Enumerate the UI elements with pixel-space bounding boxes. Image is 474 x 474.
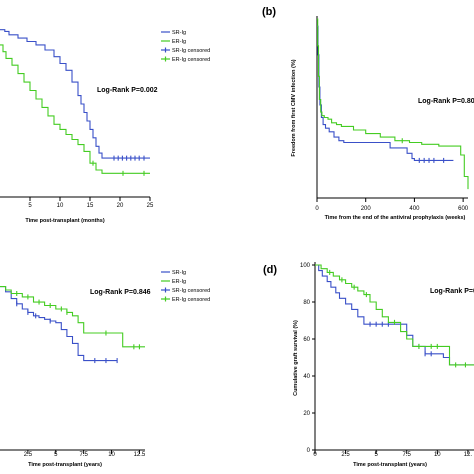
y-tick-label: 40 bbox=[303, 374, 310, 380]
x-tick-label: 5 bbox=[28, 203, 32, 209]
legend-label: ER-Ig censored bbox=[172, 57, 210, 63]
legend: SR-Ig ER-Ig SR-Ig censored ER-Ig censored bbox=[161, 270, 210, 303]
y-tick-label: 100 bbox=[300, 263, 311, 269]
x-tick-label: 10 bbox=[108, 452, 115, 458]
y-axis-label: Cumulative graft survival (%) bbox=[293, 320, 299, 396]
x-tick-label: 7.5 bbox=[79, 452, 88, 458]
legend-label: SR-Ig bbox=[172, 270, 186, 276]
y-tick-label: 20 bbox=[303, 411, 310, 417]
legend: SR-Ig ER-Ig SR-Ig censored ER-Ig censored bbox=[161, 30, 210, 63]
x-tick-label: 25 bbox=[147, 203, 154, 209]
legend-label: SR-Ig censored bbox=[172, 288, 210, 294]
series-line-sr bbox=[317, 25, 454, 161]
x-tick-label: 20 bbox=[117, 203, 124, 209]
x-tick-label: 0 bbox=[313, 452, 317, 458]
x-tick-label: 2.5 bbox=[341, 452, 350, 458]
y-tick-label: 60 bbox=[303, 337, 310, 343]
x-tick-label: 5 bbox=[54, 452, 58, 458]
x-tick-label: 10 bbox=[434, 452, 441, 458]
x-tick-label: 200 bbox=[361, 206, 372, 212]
panel-label: (b) bbox=[262, 6, 276, 18]
x-axis-label: Time post-transplant (years) bbox=[28, 462, 102, 468]
x-tick-label: 600 bbox=[458, 206, 469, 212]
y-axis-label: Freedom from first CMV infection (%) bbox=[291, 59, 297, 156]
log-rank-annotation: Log-Rank P=0.846 bbox=[90, 289, 151, 296]
x-axis-label: Time from the end of the antiviral proph… bbox=[325, 215, 466, 221]
series-line-er bbox=[0, 44, 150, 174]
chart-panel-2: 0 200 400 600 Time from the end of the antiv… bbox=[262, 6, 474, 221]
y-tick-label: 80 bbox=[303, 300, 310, 306]
x-tick-label: 2.5 bbox=[24, 452, 33, 458]
x-tick-label: 10 bbox=[57, 203, 64, 209]
x-tick-label: 7.5 bbox=[403, 452, 412, 458]
legend-label: ER-Ig bbox=[172, 279, 186, 285]
x-axis-label: Time post-transplant (years) bbox=[353, 462, 427, 468]
legend-label: ER-Ig bbox=[172, 39, 186, 45]
chart-panel-3: 2.5 5 7.5 10 12.5 Time post-transplant (years… bbox=[0, 270, 210, 468]
series-line-sr bbox=[0, 286, 118, 362]
x-tick-label: 0 bbox=[315, 206, 319, 212]
legend-label: SR-Ig censored bbox=[172, 48, 210, 54]
series-line-er bbox=[315, 264, 474, 366]
x-tick-label: 12. bbox=[464, 452, 473, 458]
x-axis-label: Time post-transplant (months) bbox=[25, 218, 105, 224]
series-line-er bbox=[317, 18, 469, 190]
series-line-sr bbox=[315, 264, 474, 366]
x-tick-label: 12.5 bbox=[134, 452, 146, 458]
x-tick-label: 15 bbox=[87, 203, 94, 209]
log-rank-annotation: Log-Rank P=0.3 bbox=[430, 288, 474, 295]
x-tick-label: 400 bbox=[409, 206, 420, 212]
log-rank-annotation: Log-Rank P=0.805 bbox=[418, 98, 474, 105]
panel-label: (d) bbox=[263, 264, 277, 276]
chart-panel-4: 0 2.5 5 7.5 10 12. 0 20 40 60 80 100 Time post-trans… bbox=[263, 262, 474, 468]
x-tick-label: 5 bbox=[374, 452, 378, 458]
series-line-er bbox=[0, 286, 145, 348]
y-tick-label: 0 bbox=[307, 448, 311, 454]
legend-label: SR-Ig bbox=[172, 30, 186, 36]
chart-panel-1: 5 10 15 20 25 Time post-transplant (months) Lo… bbox=[0, 29, 210, 224]
legend-label: ER-Ig censored bbox=[172, 297, 210, 303]
log-rank-annotation: Log-Rank P=0.002 bbox=[97, 87, 158, 94]
series-line-sr bbox=[0, 29, 150, 159]
